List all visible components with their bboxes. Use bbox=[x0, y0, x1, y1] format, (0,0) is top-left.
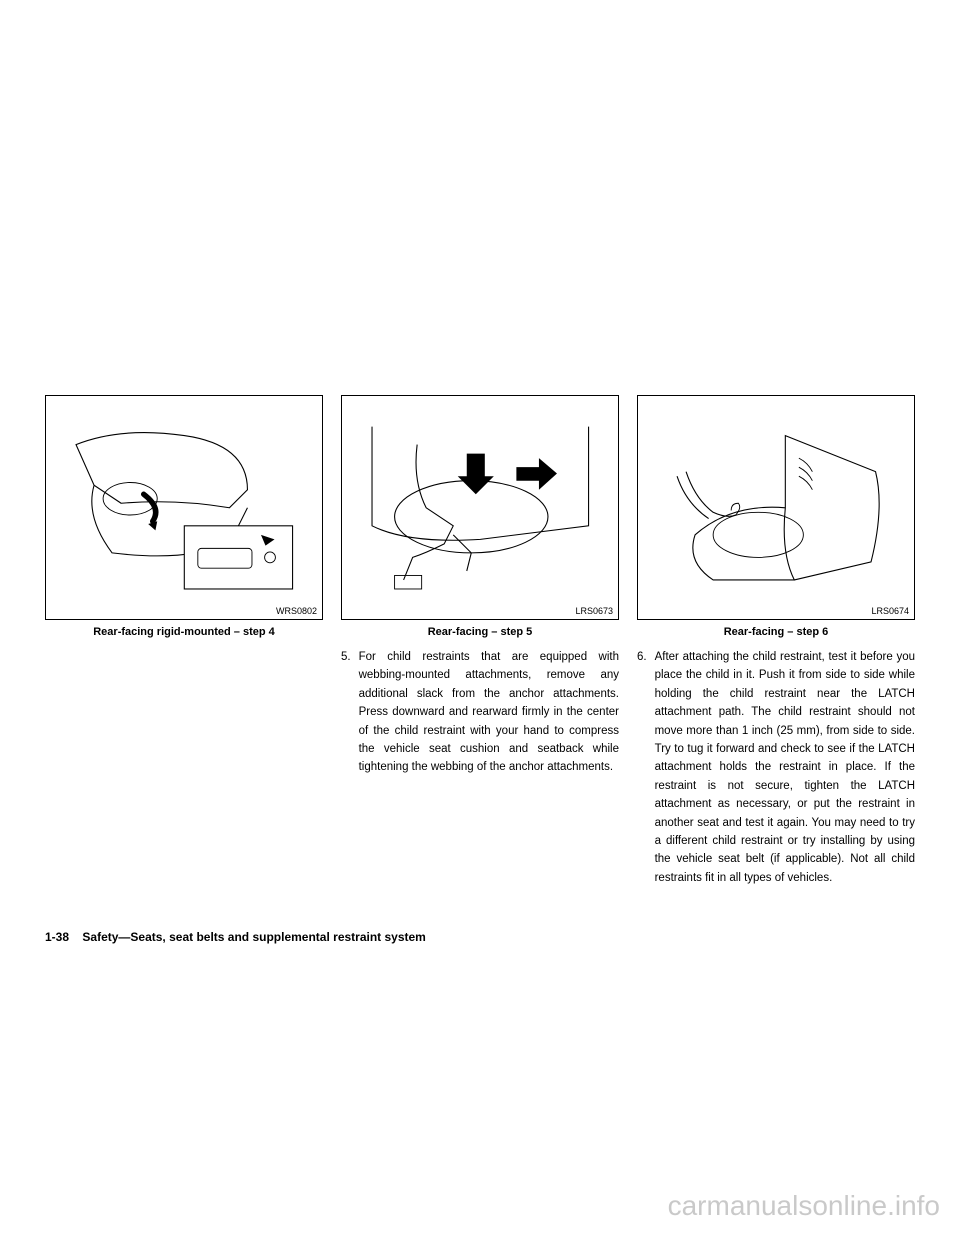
figure-caption-1: Rear-facing rigid-mounted – step 4 bbox=[45, 626, 323, 638]
figure-1: WRS0802 bbox=[45, 395, 323, 620]
list-number-5: 5. bbox=[341, 648, 351, 777]
figure-3: LRS0674 bbox=[637, 395, 915, 620]
figure-caption-3: Rear-facing – step 6 bbox=[637, 626, 915, 638]
column-2: LRS0673 Rear-facing – step 5 5. For chil… bbox=[341, 395, 619, 887]
seat-illustration-3 bbox=[659, 413, 894, 603]
figure-2: LRS0673 bbox=[341, 395, 619, 620]
body-text-3: 6. After attaching the child restraint, … bbox=[637, 648, 915, 887]
list-text-6: After attaching the child restraint, tes… bbox=[655, 648, 915, 887]
watermark: carmanualsonline.info bbox=[668, 1190, 940, 1222]
list-number-6: 6. bbox=[637, 648, 647, 887]
figure-code-2: LRS0673 bbox=[575, 606, 613, 616]
seat-illustration-2 bbox=[363, 413, 598, 603]
page-footer: 1-38 Safety—Seats, seat belts and supple… bbox=[45, 930, 426, 944]
seat-illustration-1 bbox=[67, 413, 302, 603]
figure-caption-2: Rear-facing – step 5 bbox=[341, 626, 619, 638]
page-number: 1-38 bbox=[45, 930, 69, 944]
column-1: WRS0802 Rear-facing rigid-mounted – step… bbox=[45, 395, 323, 887]
list-text-5: For child restraints that are equipped w… bbox=[359, 648, 619, 777]
figure-code-1: WRS0802 bbox=[276, 606, 317, 616]
figure-code-3: LRS0674 bbox=[871, 606, 909, 616]
page-content: WRS0802 Rear-facing rigid-mounted – step… bbox=[0, 0, 960, 887]
body-text-2: 5. For child restraints that are equippe… bbox=[341, 648, 619, 777]
column-3: LRS0674 Rear-facing – step 6 6. After at… bbox=[637, 395, 915, 887]
section-title: Safety—Seats, seat belts and supplementa… bbox=[82, 930, 425, 944]
